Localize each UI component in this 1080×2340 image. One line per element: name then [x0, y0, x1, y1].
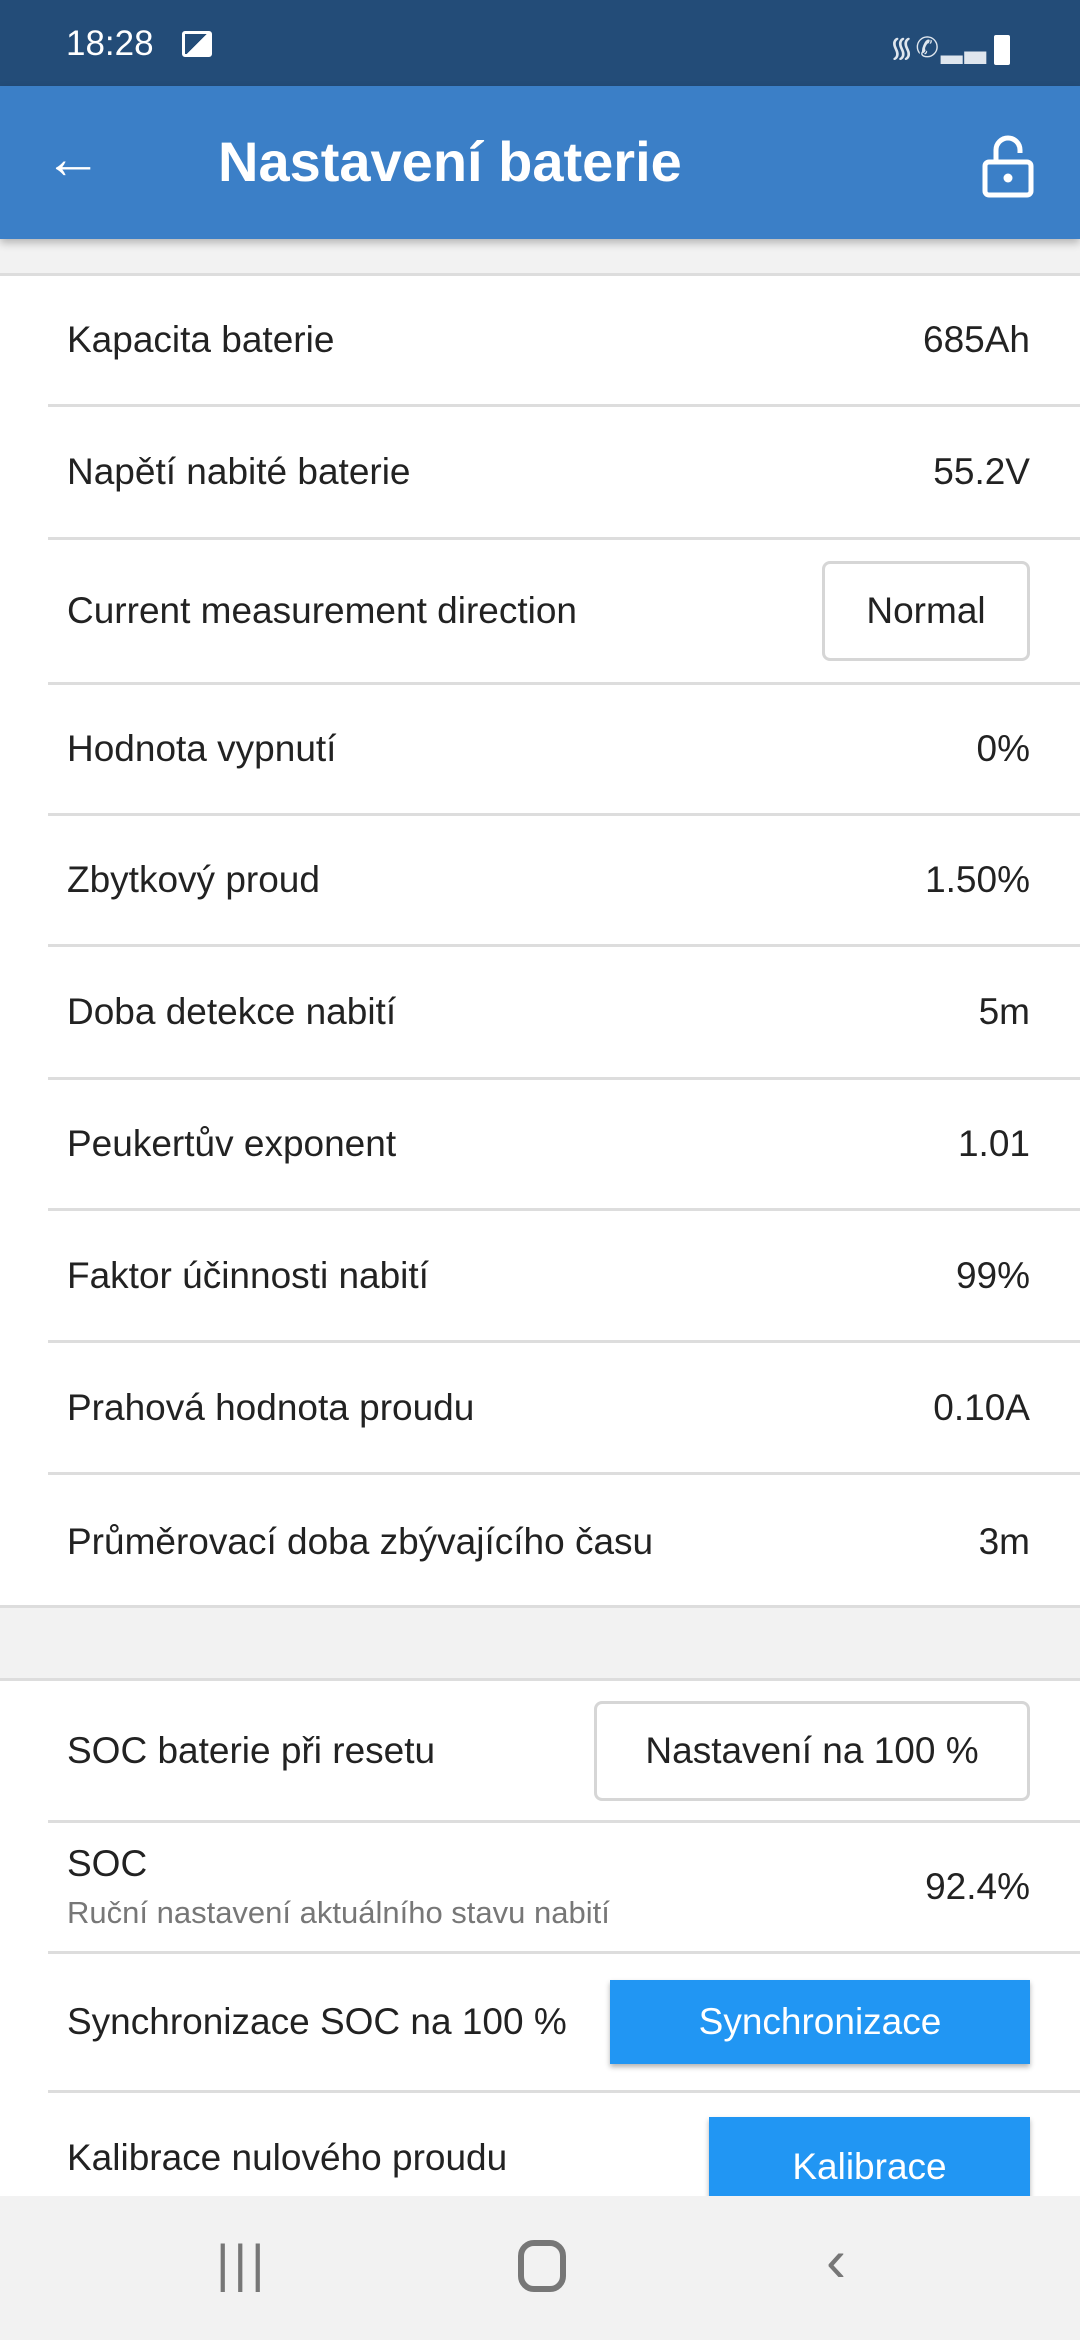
app-bar: ← Nastavení baterie — [0, 86, 1080, 239]
lock-open-icon[interactable] — [982, 134, 1034, 198]
sync-button[interactable]: Synchronizace — [610, 1980, 1030, 2064]
setting-label: Průměrovací doba zbývajícího času — [67, 1520, 654, 1562]
setting-value: 0.10A — [933, 1386, 1030, 1428]
home-icon[interactable] — [518, 2240, 566, 2292]
soc-row[interactable]: SOC Ruční nastavení aktuálního stavu nabi… — [48, 1823, 1080, 1954]
soc-reset-label: SOC baterie při resetu — [67, 1729, 436, 1771]
arrow-left-icon[interactable]: ← — [44, 126, 102, 191]
image-icon — [182, 31, 212, 57]
recents-icon[interactable]: ||| — [216, 2235, 269, 2293]
calibration-label: Kalibrace nulového proudu — [67, 2137, 508, 2178]
setting-row[interactable]: Doba detekce nabití 5m — [48, 947, 1080, 1080]
soc-label: SOC — [67, 1843, 148, 1884]
wifi-calling-icon: ✆ — [915, 32, 941, 63]
setting-label: Kapacita baterie — [67, 319, 335, 360]
setting-label: Zbytkový proud — [67, 859, 320, 900]
back-icon[interactable]: ‹ — [826, 2227, 846, 2294]
setting-row[interactable]: Průměrovací doba zbývajícího času 3m — [48, 1475, 1080, 1608]
status-bar: 18:28 ᯾✆▂▃ — [0, 0, 1080, 86]
setting-label: Faktor účinnosti nabití — [67, 1254, 429, 1296]
setting-row[interactable]: Faktor účinnosti nabití 99% — [48, 1211, 1080, 1343]
battery-settings-section: Kapacita baterie 685Ah Napětí nabité bate… — [0, 273, 1080, 1608]
setting-row[interactable]: Kapacita baterie 685Ah — [48, 276, 1080, 407]
setting-row[interactable]: Peukertův exponent 1.01 — [48, 1080, 1080, 1211]
soc-section: SOC baterie při resetu Nastavení na 100 %… — [0, 1678, 1080, 2238]
soc-value: 92.4% — [925, 1866, 1030, 1907]
setting-value: 1.50% — [925, 859, 1030, 900]
setting-value: 99% — [955, 1254, 1030, 1296]
setting-label: Prahová hodnota proudu — [67, 1386, 475, 1428]
soc-reset-row: SOC baterie při resetu Nastavení na 100 % — [48, 1681, 1080, 1823]
setting-value: 1.01 — [957, 1123, 1030, 1164]
setting-value: 0% — [976, 728, 1030, 769]
setting-row[interactable]: Hodnota vypnutí 0% — [48, 685, 1080, 816]
setting-value: 685Ah — [923, 319, 1030, 360]
setting-value: 3m — [978, 1520, 1030, 1562]
setting-label: Doba detekce nabití — [67, 991, 397, 1032]
signal-icon: ▂▃ — [940, 32, 988, 63]
soc-subtitle: Ruční nastavení aktuálního stavu nabití — [67, 1895, 610, 1930]
setting-value: 55.2V — [933, 451, 1030, 492]
page-title: Nastavení baterie — [218, 130, 682, 193]
navigation-bar: ||| ‹ — [0, 2196, 1080, 2340]
setting-row: Current measurement direction Normal — [48, 540, 1080, 685]
current-direction-button[interactable]: Normal — [822, 561, 1030, 661]
setting-row[interactable]: Napětí nabité baterie 55.2V — [48, 407, 1080, 540]
soc-reset-button[interactable]: Nastavení na 100 % — [594, 1700, 1030, 1801]
status-time: 18:28 — [66, 24, 154, 63]
battery-icon — [994, 34, 1010, 65]
sync-label: Synchronizace SOC na 100 % — [67, 2001, 567, 2042]
setting-label: Hodnota vypnutí — [67, 728, 337, 769]
sync-row: Synchronizace SOC na 100 % Synchronizace — [48, 1954, 1080, 2093]
setting-label: Current measurement direction — [67, 590, 577, 631]
setting-label: Peukertův exponent — [67, 1123, 397, 1164]
setting-label: Napětí nabité baterie — [67, 451, 411, 492]
setting-row[interactable]: Zbytkový proud 1.50% — [48, 816, 1080, 947]
wifi-icon: ᯾ — [889, 32, 916, 63]
setting-row[interactable]: Prahová hodnota proudu 0.10A — [48, 1343, 1080, 1475]
setting-value: 5m — [978, 991, 1030, 1032]
